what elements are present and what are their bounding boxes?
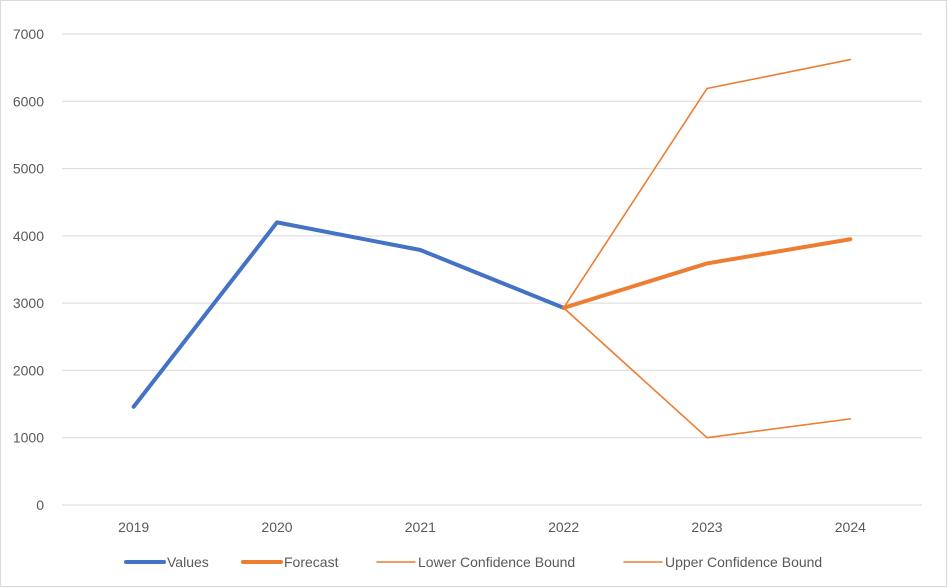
y-tick-label: 2000	[13, 362, 44, 378]
series-line-upper-confidence-bound	[562, 58, 852, 309]
y-tick-label: 7000	[13, 26, 44, 42]
gridlines	[62, 33, 922, 506]
series-lines	[131, 58, 853, 439]
series-line-lower-confidence-bound	[562, 307, 852, 439]
x-tick-label: 2021	[405, 519, 436, 535]
y-tick-label: 5000	[13, 161, 44, 177]
series-line-values	[131, 220, 566, 409]
y-tick-label: 0	[36, 497, 44, 513]
y-tick-label: 4000	[13, 228, 44, 244]
x-axis-ticks: 2019 2020 2021 2022 2023 2024	[118, 519, 866, 535]
x-tick-label: 2019	[118, 519, 149, 535]
legend: Values Forecast Lower Confidence Bound Uppe…	[124, 554, 822, 570]
y-tick-label: 6000	[13, 93, 44, 109]
y-axis-ticks: 0 1000 2000 3000 4000 5000 6000 7000	[13, 26, 44, 513]
y-tick-label: 3000	[13, 295, 44, 311]
legend-label-values: Values	[167, 554, 209, 570]
legend-label-forecast: Forecast	[284, 554, 339, 570]
series-line-forecast	[561, 237, 853, 310]
x-tick-label: 2023	[691, 519, 722, 535]
y-tick-label: 1000	[13, 430, 44, 446]
x-tick-label: 2022	[548, 519, 579, 535]
x-tick-label: 2024	[835, 519, 866, 535]
x-tick-label: 2020	[261, 519, 292, 535]
legend-label-lower-confidence-bound: Lower Confidence Bound	[418, 554, 575, 570]
legend-label-upper-confidence-bound: Upper Confidence Bound	[665, 554, 822, 570]
